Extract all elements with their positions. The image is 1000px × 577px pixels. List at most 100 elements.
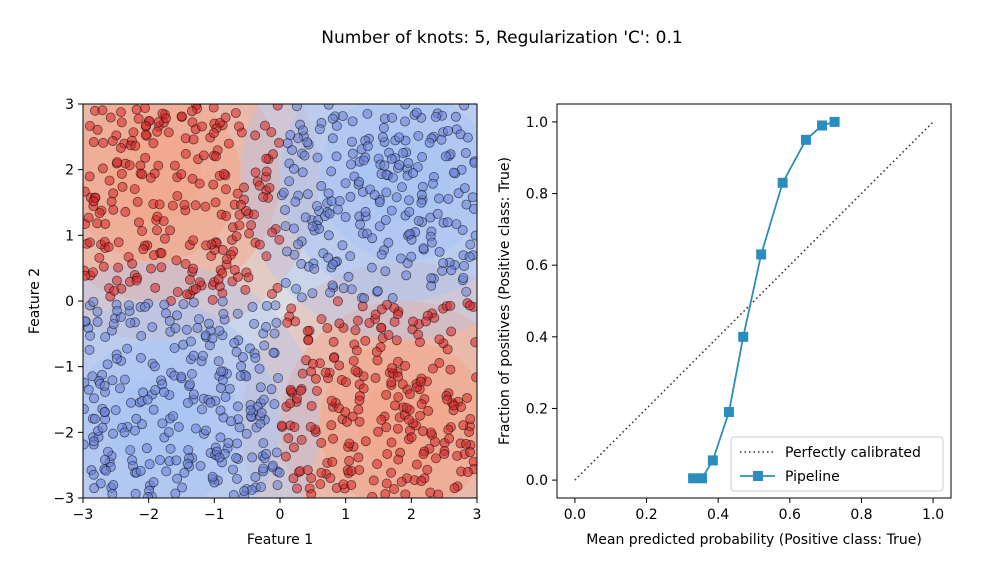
data-point-blue: [459, 104, 470, 111]
data-point-red: [266, 288, 277, 299]
data-point-red: [169, 160, 180, 171]
data-point-blue: [84, 344, 95, 355]
x-tick-label: 0.0: [564, 507, 586, 523]
data-point-red: [411, 459, 422, 470]
data-point-red: [461, 438, 472, 449]
y-tick-label: 0.6: [526, 258, 548, 274]
data-point-blue: [170, 323, 181, 334]
data-point-red: [360, 436, 371, 447]
data-point-blue: [147, 322, 158, 333]
data-point-blue: [461, 199, 472, 210]
data-point-red: [446, 326, 457, 337]
data-point-red: [208, 104, 219, 113]
data-point-red: [188, 235, 199, 246]
data-point-blue: [327, 113, 338, 124]
data-point-red: [465, 447, 476, 458]
data-point-red: [340, 377, 351, 388]
data-point-blue: [142, 394, 153, 405]
data-point-red: [282, 317, 293, 328]
data-point-red: [163, 127, 174, 138]
data-point-blue: [312, 152, 323, 163]
data-point-blue: [311, 200, 322, 211]
pipeline-marker: [688, 473, 699, 484]
data-point-blue: [426, 237, 437, 248]
data-point-red: [334, 360, 345, 371]
data-point-red: [348, 355, 359, 366]
data-point-red: [200, 201, 211, 212]
data-point-red: [131, 275, 142, 286]
data-point-blue: [324, 208, 335, 219]
x-tick-label: 3: [473, 507, 482, 523]
data-point-blue: [403, 157, 414, 168]
decision-boundary-panel: −3 −2 −1 0 1 2 3 −3 −2 −1 0 1 2 3 Feature 1 Feature …: [27, 97, 482, 548]
data-point-red: [137, 169, 148, 180]
data-point-blue: [258, 463, 269, 474]
data-point-blue: [271, 447, 282, 458]
data-point-red: [439, 449, 450, 460]
data-point-blue: [307, 288, 318, 299]
data-point-red: [391, 335, 402, 346]
data-point-blue: [380, 214, 391, 225]
pipeline-marker: [723, 407, 734, 418]
data-point-blue: [110, 405, 121, 416]
data-point-red: [140, 152, 151, 163]
data-point-blue: [215, 405, 226, 416]
data-point-red: [316, 467, 327, 478]
data-point-blue: [299, 150, 310, 161]
data-point-blue: [205, 397, 216, 408]
data-point-blue: [404, 206, 415, 217]
data-point-red: [154, 199, 165, 210]
y-tick-label: −2: [53, 425, 74, 441]
x-tick-label: 1: [341, 507, 350, 523]
data-point-blue: [203, 318, 214, 329]
data-point-red: [295, 385, 306, 396]
data-point-red: [338, 479, 349, 490]
data-point-red: [231, 231, 242, 242]
data-point-red: [254, 239, 265, 250]
data-point-blue: [279, 204, 290, 215]
data-point-red: [188, 134, 199, 145]
data-point-blue: [284, 176, 295, 187]
data-point-blue: [165, 443, 176, 454]
data-point-blue: [297, 125, 308, 136]
data-point-blue: [169, 342, 180, 353]
data-point-blue: [323, 230, 334, 241]
data-point-blue: [216, 366, 227, 377]
data-point-red: [188, 263, 199, 274]
data-point-blue: [228, 464, 239, 475]
data-point-blue: [326, 166, 337, 177]
data-point-blue: [171, 455, 182, 466]
pipeline-marker: [756, 249, 767, 260]
data-point-red: [138, 244, 149, 255]
data-point-blue: [387, 293, 398, 304]
data-point-blue: [302, 189, 313, 200]
data-point-blue: [220, 392, 231, 403]
data-point-blue: [100, 331, 111, 342]
data-point-red: [316, 314, 327, 325]
data-point-blue: [122, 343, 133, 354]
data-point-red: [328, 352, 339, 363]
data-point-blue: [278, 187, 289, 198]
data-point-blue: [249, 318, 260, 329]
data-point-red: [449, 483, 460, 494]
data-point-red: [382, 448, 393, 459]
data-point-red: [218, 168, 229, 179]
data-point-blue: [345, 191, 356, 202]
perfectly-calibrated-line: [574, 121, 934, 481]
data-point-red: [261, 153, 272, 164]
data-point-blue: [433, 193, 444, 204]
data-point-blue: [451, 219, 462, 230]
data-point-red: [389, 484, 400, 495]
data-point-blue: [182, 458, 193, 469]
data-point-blue: [469, 157, 477, 168]
data-point-red: [420, 316, 431, 327]
data-point-blue: [143, 492, 154, 498]
data-point-red: [414, 410, 425, 421]
data-point-red: [311, 385, 322, 396]
data-point-blue: [457, 224, 468, 235]
data-point-blue: [458, 272, 469, 283]
data-point-blue: [258, 394, 269, 405]
data-point-red: [322, 323, 333, 334]
data-point-blue: [261, 300, 272, 311]
data-point-blue: [323, 252, 334, 263]
